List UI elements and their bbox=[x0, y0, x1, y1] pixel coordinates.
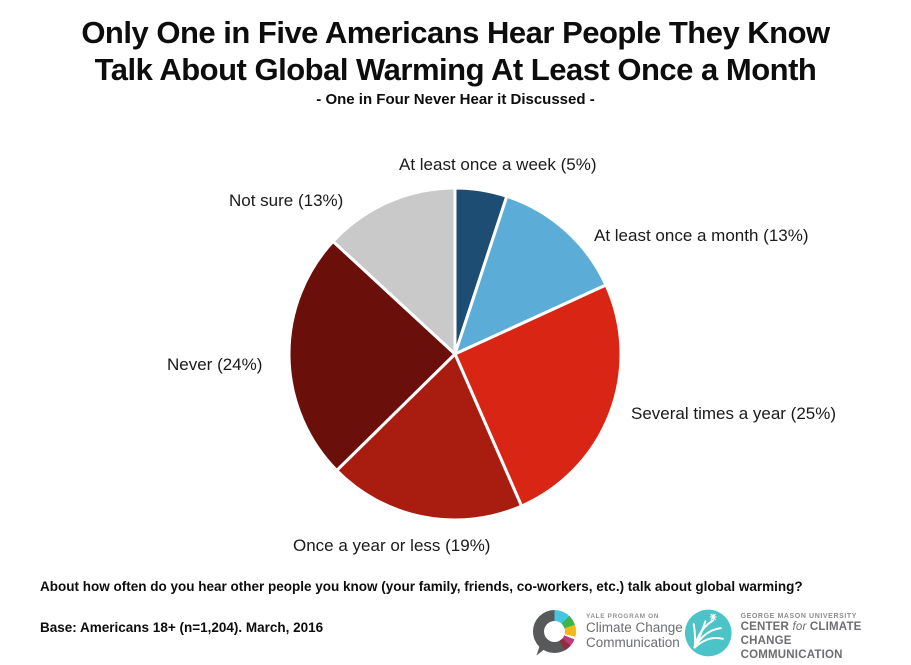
slice-label-never: Never (24%) bbox=[167, 355, 263, 374]
title-line-2: Talk About Global Warming At Least Once … bbox=[94, 52, 817, 87]
pie-slice-not-sure bbox=[331, 186, 457, 356]
pie-slice-at-least-once-a-month bbox=[453, 194, 608, 356]
slice-label-not-sure: Not sure (13%) bbox=[229, 191, 344, 210]
slice-label-at-least-once-a-month: At least once a month (13%) bbox=[594, 226, 809, 245]
yale-name-line-1: Climate Change bbox=[586, 620, 683, 635]
pie-chart bbox=[287, 186, 623, 522]
sample-base-note: Base: Americans 18+ (n=1,204). March, 20… bbox=[40, 620, 324, 635]
gmu-palm-icon bbox=[684, 609, 732, 657]
title-line-1: Only One in Five Americans Hear People T… bbox=[81, 15, 830, 50]
pie-slice-never bbox=[287, 239, 457, 472]
yale-name-line-2: Communication bbox=[586, 635, 680, 650]
slice-label-at-least-once-a-week: At least once a week (5%) bbox=[399, 155, 597, 174]
yale-speech-bubble-icon bbox=[533, 610, 579, 660]
page-subtitle: - One in Four Never Hear it Discussed - bbox=[316, 91, 595, 108]
slice-label-several-times-a-year: Several times a year (25%) bbox=[631, 404, 837, 423]
survey-question: About how often do you hear other people… bbox=[40, 579, 803, 594]
pie-chart-area bbox=[283, 182, 627, 526]
gmu-center-logo: GEORGE MASON UNIVERSITY CENTER for CLIMA… bbox=[684, 608, 911, 662]
yale-program-logo: YALE PROGRAM ON Climate Change Communica… bbox=[533, 610, 683, 660]
yale-eyebrow-text: YALE PROGRAM ON bbox=[586, 613, 660, 620]
page-title: Only One in Five Americans Hear People T… bbox=[0, 14, 911, 88]
pie-slice-several-times-a-year bbox=[453, 283, 623, 508]
pie-slice-once-a-year-or-less bbox=[335, 352, 524, 522]
slice-label-once-a-year-or-less: Once a year or less (19%) bbox=[293, 536, 491, 555]
gmu-name-line-2: COMMUNICATION bbox=[740, 649, 843, 661]
gmu-eyebrow-text: GEORGE MASON UNIVERSITY bbox=[740, 613, 858, 620]
gmu-name-line-1: CENTER for CLIMATE CHANGE bbox=[740, 621, 862, 647]
